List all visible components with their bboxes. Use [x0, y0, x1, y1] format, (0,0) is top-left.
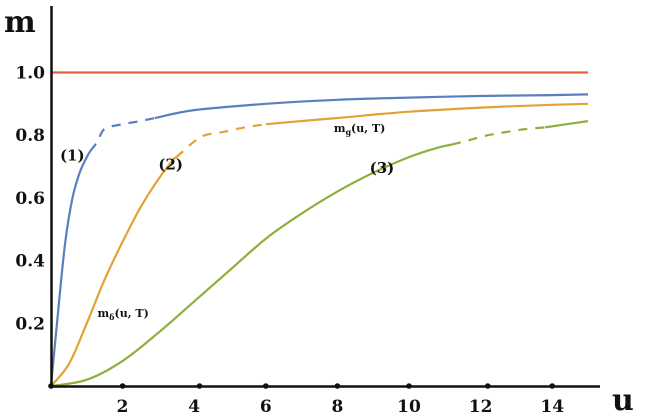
series-1-line-dashed — [89, 116, 156, 152]
series-3 — [50, 120, 589, 388]
series-3-line-dashed — [451, 126, 546, 146]
series-1 — [49, 93, 589, 387]
annotation-label: mg(u, T) — [334, 122, 386, 137]
series-layer — [49, 71, 589, 388]
y-tick-label: 0.2 — [15, 314, 45, 334]
y-tick-label: 0.8 — [15, 126, 45, 146]
x-tick-label: 4 — [188, 397, 200, 416]
annotation-label: (2) — [158, 156, 183, 174]
y-tick-label: 0.6 — [15, 189, 45, 209]
series-1-line-solid — [49, 150, 92, 387]
series-2 — [50, 102, 589, 387]
tick-layer: 2 4 6 8 10 12 14 0.2 0.4 0.6 0.8 1.0 — [15, 64, 564, 416]
series-2-line-solid — [50, 156, 178, 387]
x-tick-label: 2 — [117, 397, 129, 416]
x-axis-point — [484, 383, 491, 389]
x-axis-point — [196, 383, 203, 389]
x-axis-point — [48, 383, 54, 389]
x-axis-point — [119, 383, 126, 389]
series-3-line-solid-tail — [544, 120, 589, 129]
annotation-label: mδ(u, T) — [98, 307, 149, 322]
annotation-label: (1) — [60, 146, 85, 164]
y-tick-label: 1.0 — [15, 64, 45, 84]
x-axis-point — [406, 383, 412, 389]
x-tick-label: 6 — [260, 397, 272, 416]
x-axis-point — [549, 383, 555, 389]
annotation-layer: (1) (2) (3) mg(u, T) mδ(u, T) — [60, 122, 394, 322]
series-2-line-solid-tail — [265, 102, 589, 126]
x-axis-point — [334, 383, 341, 389]
series-3-line-solid — [50, 143, 453, 388]
x-tick-label: 12 — [469, 397, 493, 416]
axis-layer: m u — [4, 5, 634, 416]
x-tick-label: 8 — [331, 397, 343, 416]
y-axis-title: m — [4, 5, 36, 40]
annotation-label: (3) — [370, 159, 395, 177]
x-axis-title: u — [612, 383, 634, 416]
series-1-line-solid-tail — [154, 93, 589, 120]
x-tick-label: 10 — [397, 397, 421, 416]
x-axis-point — [263, 383, 269, 389]
x-tick-label: 14 — [540, 397, 564, 416]
y-tick-label: 0.4 — [15, 252, 45, 272]
series-2-line-dashed — [175, 123, 266, 158]
